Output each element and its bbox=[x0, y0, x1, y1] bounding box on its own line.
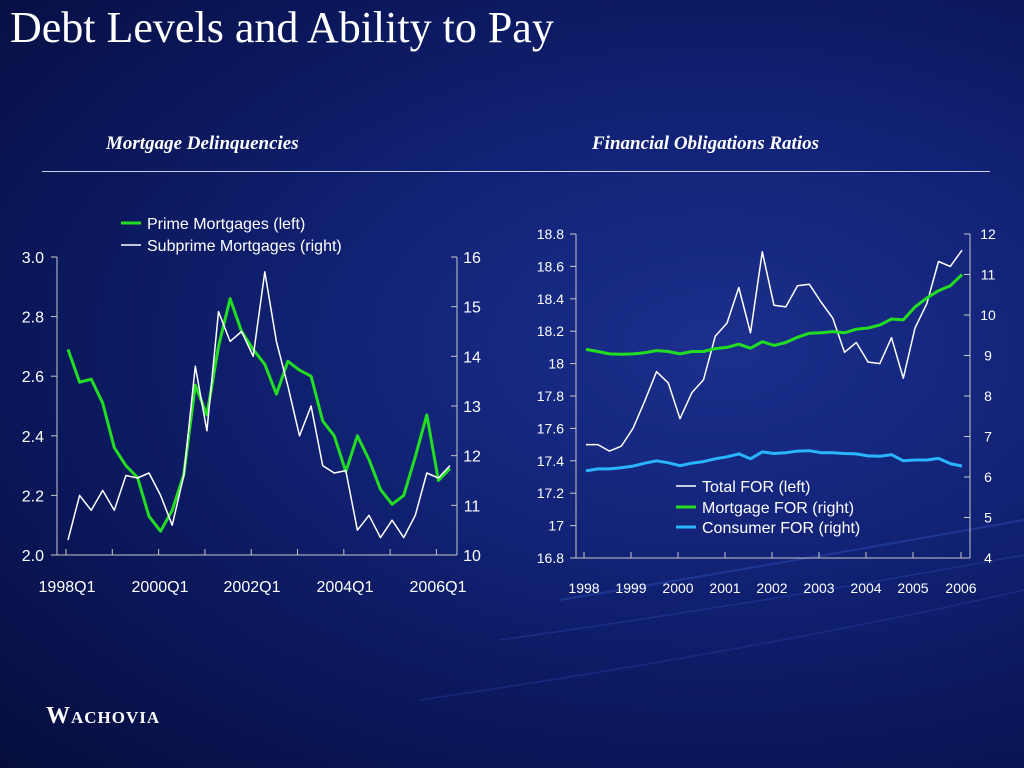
right-chart-series-total bbox=[586, 249, 963, 452]
left-chart-right-tick-label: 13 bbox=[463, 399, 481, 416]
right-chart-left-tick-label: 18.8 bbox=[537, 226, 564, 242]
left-chart-left-tick-label: 2.6 bbox=[22, 369, 44, 386]
left-chart-right-tick-label: 11 bbox=[464, 498, 481, 515]
right-chart-right-tick-label: 7 bbox=[984, 429, 992, 445]
right-chart-x-tick-label: 2004 bbox=[850, 580, 881, 596]
title-divider bbox=[42, 171, 990, 172]
right-chart-legend-label: Mortgage FOR (right) bbox=[702, 500, 854, 517]
right-chart-left-tick-label: 17 bbox=[548, 518, 564, 534]
right-chart-right-tick-label: 9 bbox=[984, 348, 992, 364]
left-chart-title: Mortgage Delinquencies bbox=[106, 133, 299, 154]
right-chart-right-tick-label: 11 bbox=[981, 267, 996, 283]
right-chart-left-tick-label: 16.8 bbox=[537, 550, 564, 566]
left-chart-right-tick-label: 12 bbox=[463, 449, 481, 466]
slide-title: Debt Levels and Ability to Pay bbox=[10, 3, 554, 52]
right-chart-right-tick-label: 8 bbox=[984, 388, 992, 404]
left-chart-right-tick-label: 14 bbox=[463, 349, 481, 366]
left-chart-x-tick-label: 1998Q1 bbox=[39, 579, 96, 596]
left-chart-x-tick-label: 2006Q1 bbox=[410, 579, 467, 596]
right-chart-legend-label: Consumer FOR (right) bbox=[702, 520, 860, 537]
right-chart-right-tick-label: 4 bbox=[984, 550, 992, 566]
left-chart-legend-label: Prime Mortgages (left) bbox=[147, 216, 305, 233]
right-chart-x-tick-label: 1999 bbox=[615, 580, 646, 596]
left-chart-left-tick-label: 3.0 bbox=[22, 250, 44, 267]
left-chart-left-tick-label: 2.0 bbox=[22, 548, 44, 565]
right-chart-x-tick-label: 2001 bbox=[709, 580, 740, 596]
right-chart-left-tick-label: 18.4 bbox=[537, 291, 564, 307]
left-chart-series-subprime bbox=[67, 271, 451, 541]
right-chart-left-tick-label: 17.8 bbox=[537, 388, 564, 404]
right-chart-left-tick-label: 18 bbox=[548, 356, 564, 372]
right-chart-x-tick-label: 2002 bbox=[756, 580, 787, 596]
right-chart-left-tick-label: 18.6 bbox=[537, 258, 564, 274]
right-chart-series-mortgage bbox=[585, 273, 964, 356]
right-chart-series-consumer bbox=[585, 449, 963, 473]
right-chart-x-tick-label: 2006 bbox=[945, 580, 976, 596]
left-chart-x-tick-label: 2000Q1 bbox=[132, 579, 189, 596]
right-chart-left-tick-label: 17.2 bbox=[537, 485, 564, 501]
wachovia-logo: Wachovia bbox=[46, 703, 161, 729]
right-chart-left-tick-label: 17.6 bbox=[537, 420, 564, 436]
right-chart-x-tick-label: 1998 bbox=[568, 580, 599, 596]
left-chart-right-tick-label: 15 bbox=[463, 300, 481, 317]
left-chart-legend-label: Subprime Mortgages (right) bbox=[147, 238, 342, 255]
left-chart-left-tick-label: 2.8 bbox=[22, 310, 44, 327]
left-chart-series-prime bbox=[66, 297, 452, 533]
right-chart-right-tick-label: 10 bbox=[980, 307, 996, 323]
left-chart-x-tick-label: 2002Q1 bbox=[224, 579, 281, 596]
right-chart-title: Financial Obligations Ratios bbox=[592, 133, 819, 154]
left-chart-right-tick-label: 16 bbox=[463, 250, 481, 267]
right-chart-right-tick-label: 12 bbox=[980, 226, 996, 242]
right-chart-legend-label: Total FOR (left) bbox=[702, 479, 810, 496]
right-chart-left-tick-label: 17.4 bbox=[537, 453, 564, 469]
right-chart-x-tick-label: 2005 bbox=[897, 580, 928, 596]
left-chart-right-tick-label: 10 bbox=[463, 548, 481, 565]
left-chart-x-tick-label: 2004Q1 bbox=[317, 579, 374, 596]
right-chart-x-tick-label: 2003 bbox=[803, 580, 834, 596]
right-chart-right-tick-label: 5 bbox=[984, 510, 992, 526]
right-chart-x-tick-label: 2000 bbox=[662, 580, 693, 596]
right-chart-right-tick-label: 6 bbox=[984, 469, 992, 485]
left-chart-left-tick-label: 2.4 bbox=[22, 429, 44, 446]
left-chart-left-tick-label: 2.2 bbox=[22, 488, 44, 505]
right-chart-left-tick-label: 18.2 bbox=[537, 323, 564, 339]
